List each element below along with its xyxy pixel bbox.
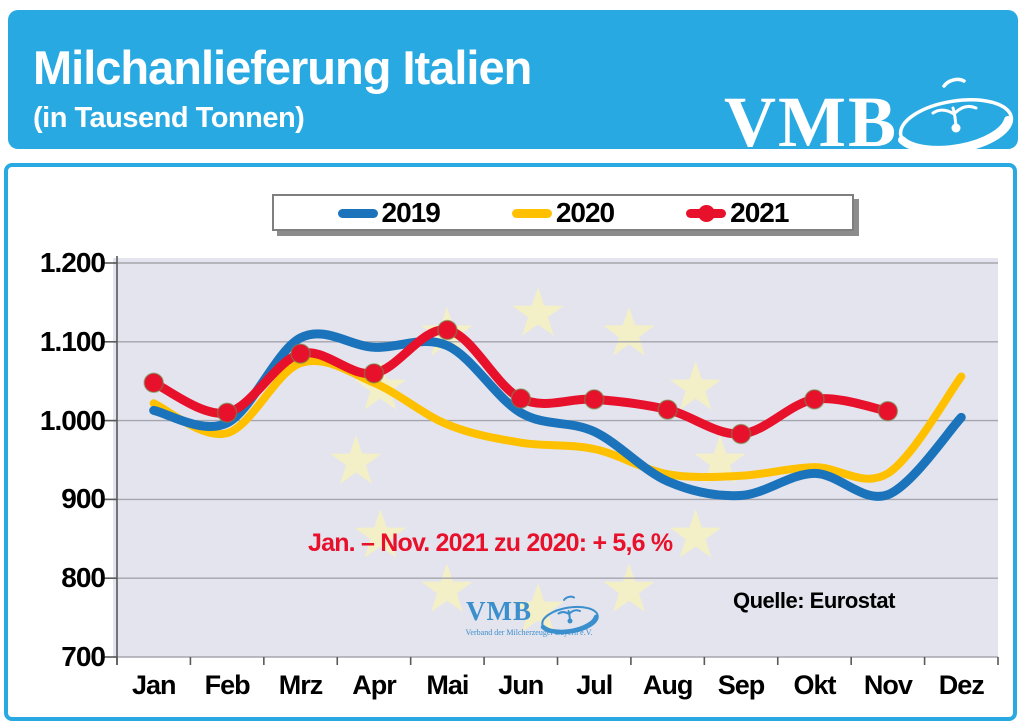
comparison-annotation: Jan. – Nov. 2021 zu 2020: + 5,6 % (308, 529, 673, 557)
vmb-logo-text: VMB (724, 82, 898, 162)
page-subtitle: (in Tausend Tonnen) (33, 102, 305, 134)
page-title: Milchanlieferung Italien (33, 41, 532, 94)
source-label: Quelle: Eurostat (733, 588, 895, 613)
legend-label: 2020 (555, 196, 615, 228)
vmb-watermark: VMB Verband der Milcherzeuger Bayern e.V… (444, 594, 614, 642)
x-axis-label: Mai (426, 670, 469, 700)
y-axis-label: 900 (61, 483, 106, 515)
x-axis-label: Sep (717, 670, 766, 700)
x-axis-label: Okt (793, 670, 836, 700)
x-axis-label: Apr (352, 670, 397, 700)
x-axis-label: Aug (642, 670, 693, 700)
legend-item-2019: 2019 (337, 196, 441, 229)
legend-label: 2021 (730, 196, 789, 228)
y-axis-label: 700 (61, 641, 106, 672)
x-axis-label: Mrz (278, 670, 324, 700)
x-axis-label: Dez (938, 670, 985, 700)
legend-line-swatch-2020 (511, 204, 552, 222)
y-axis-label: 800 (61, 562, 106, 594)
y-axis-label: 1.200 (39, 247, 106, 278)
header-band: Milchanlieferung Italien (in Tausend Ton… (8, 10, 1018, 158)
vmb-watermark-subtitle: Verband der Milcherzeuger Bayern e.V. (465, 628, 593, 637)
legend-line-swatch-2019 (337, 204, 378, 222)
vmb-logo-icon (898, 77, 1014, 154)
legend-item-2020: 2020 (511, 196, 615, 229)
chart-legend: 2019 2020 2021 (272, 194, 854, 231)
y-axis-label: 1.100 (39, 325, 106, 357)
vmb-watermark-text: VMB (466, 596, 532, 626)
x-axis-label: Jan (131, 670, 177, 700)
legend-label: 2019 (381, 196, 441, 228)
x-axis-label: Feb (204, 670, 251, 700)
y-axis-label: 1.000 (39, 404, 106, 436)
x-axis-label: Nov (863, 670, 913, 700)
legend-item-2021: 2021 (686, 196, 789, 229)
x-axis-label: Jul (576, 670, 613, 700)
x-axis-label: Jun (498, 670, 544, 700)
legend-line-swatch-2021 (686, 204, 727, 222)
